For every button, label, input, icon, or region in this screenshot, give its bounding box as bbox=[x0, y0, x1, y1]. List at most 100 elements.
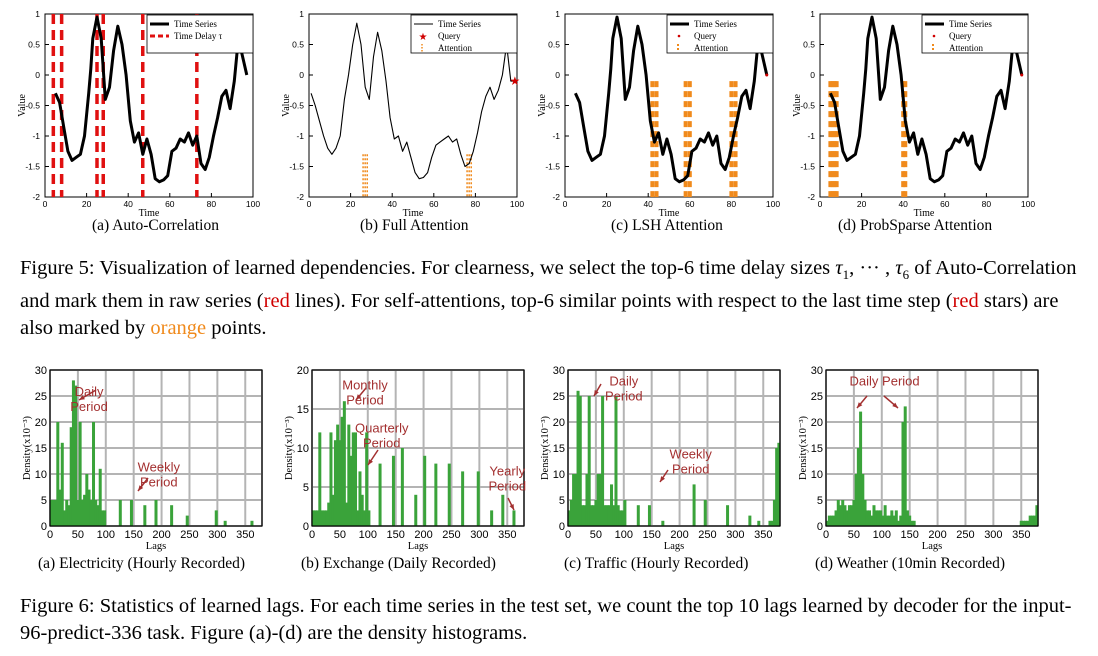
fig6b-bar bbox=[311, 510, 315, 526]
fig6d-bar bbox=[843, 505, 847, 526]
fig5d-xtick-label: 0 bbox=[818, 199, 823, 209]
fig6d-ylabel: Density(x10⁻³) bbox=[798, 415, 809, 480]
fig6a-bar bbox=[67, 505, 71, 526]
fig5a-ytick-label: 0 bbox=[35, 70, 40, 80]
fig5-tau-symbol: τ bbox=[835, 257, 843, 279]
fig5a-ytick-label: -2 bbox=[32, 192, 40, 202]
fig5b-xtick-label: 80 bbox=[471, 199, 481, 209]
fig5a-legend-box bbox=[146, 14, 254, 54]
fig6a-bar bbox=[49, 500, 53, 526]
fig6b-xtick-label: 150 bbox=[387, 529, 405, 541]
fig6a-bar bbox=[100, 510, 104, 526]
fig6b-bar bbox=[354, 432, 358, 526]
fig6c-annotation: Weekly bbox=[670, 446, 713, 461]
fig5c-xtick-label: 100 bbox=[766, 199, 780, 209]
fig6b-bar bbox=[331, 494, 335, 526]
fig6c-bar bbox=[636, 505, 640, 526]
fig5b-ylabel: Value bbox=[281, 94, 292, 117]
fig6c-xtick-label: 250 bbox=[698, 529, 716, 541]
fig6d-bar bbox=[827, 515, 831, 526]
fig5c-ytick-label: -1.5 bbox=[545, 162, 560, 172]
fig5c-legend-label: Time Series bbox=[694, 19, 737, 29]
fig5-subcaption-a: (a) Auto-Correlation bbox=[92, 217, 219, 234]
fig5-caption-text: lines). For self-attentions, top-6 simil… bbox=[289, 290, 953, 313]
fig6a-ytick-label: 10 bbox=[35, 469, 47, 481]
fig6d-bar bbox=[825, 520, 829, 526]
fig5b-series-line bbox=[310, 22, 515, 180]
fig6c-bar bbox=[618, 510, 622, 526]
fig6a-bar bbox=[89, 500, 93, 526]
fig6c-bar bbox=[775, 448, 779, 526]
fig6c-ytick-label: 30 bbox=[553, 365, 565, 377]
fig5d-xtick-label: 40 bbox=[898, 199, 908, 209]
fig6-subcaption-d: (d) Weather (10min Recorded) bbox=[815, 555, 1005, 572]
fig5b-legend-box bbox=[410, 14, 518, 54]
fig6c-bar bbox=[614, 396, 618, 526]
fig5c-chart: 10.50-0.5-1-1.5-20 20 40 60 80 100TimeValueTi… bbox=[537, 9, 780, 219]
fig6b-bar bbox=[336, 424, 340, 526]
fig6d-xtick-label: 0 bbox=[823, 529, 829, 541]
fig6c-annotation: Period bbox=[605, 389, 643, 404]
fig6a-bar bbox=[154, 500, 158, 526]
fig6c-bar bbox=[592, 505, 596, 526]
fig6-panel-b: 0 5 10 15 20 0 50 100 150 200 250 300 350 Lags Density… bbox=[262, 360, 537, 560]
fig5-red-word: red bbox=[952, 290, 979, 313]
fig6c-bar bbox=[569, 500, 573, 526]
fig5c-legend-point bbox=[677, 34, 681, 38]
fig6c-ylabel: Density(x10⁻³) bbox=[540, 415, 551, 480]
fig5c-ytick-label: -0.5 bbox=[545, 101, 560, 111]
fig6d-bar bbox=[910, 520, 914, 526]
fig6a-xtick-label: 150 bbox=[125, 529, 143, 541]
fig5b-ytick-label: 0 bbox=[299, 70, 304, 80]
fig6a-ytick-label: 0 bbox=[41, 521, 47, 533]
fig6d-ytick-label: 15 bbox=[811, 443, 823, 455]
fig5c-xtick-label: 20 bbox=[602, 199, 612, 209]
fig6a-ytick-label: 30 bbox=[35, 365, 47, 377]
fig6c-bar bbox=[587, 396, 591, 526]
fig6d-xtick-label: 200 bbox=[928, 529, 946, 541]
fig6a-annotation: Daily bbox=[75, 384, 104, 399]
fig5c-ytick-label: 0.5 bbox=[548, 40, 560, 50]
fig6a-ytick-label: 15 bbox=[35, 443, 47, 455]
fig6a-bar bbox=[85, 474, 89, 526]
fig6b-bar bbox=[349, 455, 353, 526]
fig6a-annotation: Period bbox=[140, 474, 178, 489]
fig5d-legend-label: Time Series bbox=[949, 19, 992, 29]
fig6d-bar bbox=[865, 510, 869, 526]
fig5b-xtick-label: 0 bbox=[307, 199, 312, 209]
fig6c-bar bbox=[623, 500, 627, 526]
fig6d-xtick-label: 300 bbox=[984, 529, 1002, 541]
fig6d-ytick-label: 30 bbox=[811, 365, 823, 377]
fig5a-xlabel: Time bbox=[139, 208, 160, 219]
fig6b-bar bbox=[313, 510, 317, 526]
fig6c-bar bbox=[616, 505, 620, 526]
fig6a-bar bbox=[143, 505, 147, 526]
fig6d-arrow-head bbox=[892, 402, 898, 408]
fig6c-bar bbox=[768, 520, 772, 526]
fig5a-xtick-label: 60 bbox=[165, 199, 175, 209]
fig6b-ytick-label: 10 bbox=[297, 443, 309, 455]
figure6-caption: Figure 6: Statistics of learned lags. Fo… bbox=[20, 593, 1082, 647]
fig5c-ylabel: Value bbox=[537, 94, 548, 117]
fig6a-bar bbox=[56, 422, 60, 526]
fig6c-bar bbox=[661, 520, 665, 526]
fig5c-ytick-label: 0 bbox=[555, 70, 560, 80]
fig6b-annotation: Yearly bbox=[489, 463, 525, 478]
fig6d-bar bbox=[1033, 515, 1037, 526]
fig6a-bar bbox=[69, 427, 73, 526]
fig6c-bar bbox=[603, 505, 607, 526]
fig6b-bar bbox=[338, 440, 342, 526]
fig5c-legend-box bbox=[666, 14, 774, 54]
fig6b-annotation: Quarterly bbox=[355, 420, 409, 435]
fig5d-query-point bbox=[1020, 73, 1024, 77]
fig6d-bar bbox=[1019, 520, 1023, 526]
fig5a-ytick-label: -0.5 bbox=[25, 101, 40, 111]
fig5b-xtick-label: 100 bbox=[510, 199, 524, 209]
fig6c-bar bbox=[770, 520, 774, 526]
fig6a-xtick-label: 100 bbox=[97, 529, 115, 541]
fig6b-bar bbox=[318, 432, 322, 526]
fig6d-bar bbox=[908, 515, 912, 526]
fig6d-bar bbox=[861, 474, 865, 526]
fig6d-bar bbox=[868, 510, 872, 526]
